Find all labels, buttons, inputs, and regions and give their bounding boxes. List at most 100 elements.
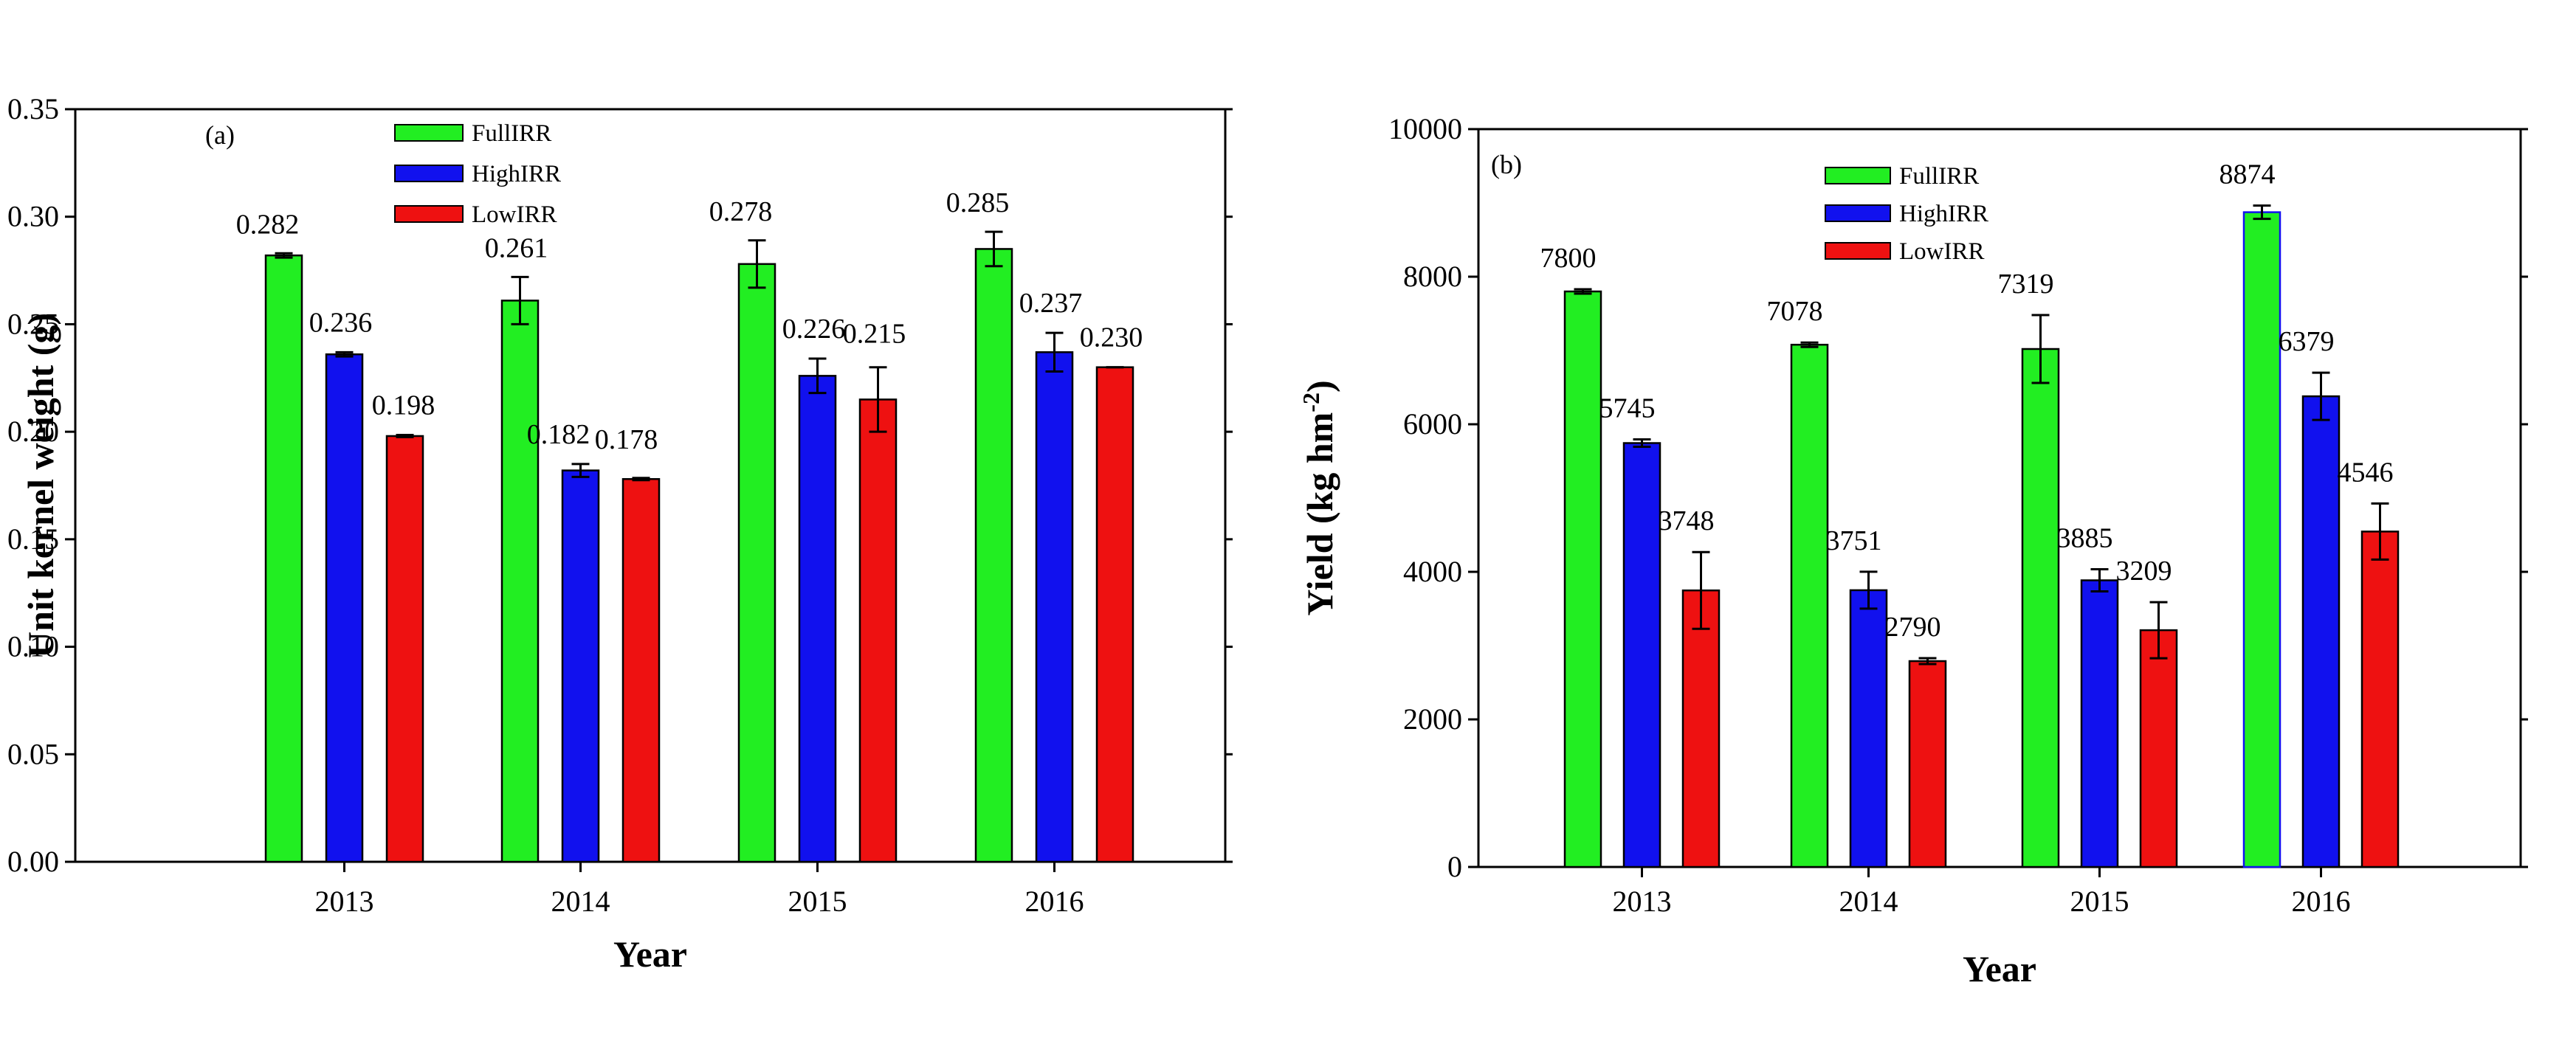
bar <box>1790 343 1829 868</box>
error-bar <box>1045 331 1064 373</box>
error-bar <box>396 434 414 438</box>
bar <box>1908 660 1947 868</box>
bar <box>1095 366 1134 863</box>
bar <box>2139 629 2178 868</box>
y-axis-title-main: Unit kernel weight (g) <box>20 313 61 658</box>
y-tick-label: 0.15 <box>7 522 59 556</box>
bar <box>974 248 1013 863</box>
error-bar <box>632 477 650 482</box>
data-label: 0.236 <box>309 307 373 338</box>
y-tick-label: 6000 <box>1403 407 1462 440</box>
bar <box>264 254 303 863</box>
data-label: 3885 <box>2057 523 2113 554</box>
y-tick-label: 8000 <box>1403 260 1462 293</box>
plot-frame <box>1477 128 2522 868</box>
bar <box>500 300 540 863</box>
data-label: 8874 <box>2219 159 2276 190</box>
y-tick-label: 0.10 <box>7 630 59 663</box>
error-bar <box>748 239 766 289</box>
data-label: 3748 <box>1659 505 1715 536</box>
error-bar <box>2312 371 2330 421</box>
legend-label: FullIRR <box>1899 163 1979 190</box>
data-label: 0.282 <box>236 209 300 240</box>
data-label: 0.261 <box>485 232 548 263</box>
data-label: 3209 <box>2116 556 2172 587</box>
data-label: 3751 <box>1826 525 1882 556</box>
y-axis-title: Yield (kg hm-2) <box>1298 380 1340 615</box>
x-tick-label: 2013 <box>315 885 374 918</box>
y-tick-label: 0.05 <box>7 737 59 770</box>
y-axis-title-main: Yield (kg hm <box>1299 412 1340 616</box>
legend-label: FullIRR <box>472 120 551 147</box>
error-bar <box>869 366 887 433</box>
bar <box>1622 442 1661 868</box>
y-tick-label: 2000 <box>1403 702 1462 736</box>
legend-label: HighIRR <box>1899 201 1988 227</box>
data-label: 2790 <box>1885 612 1941 643</box>
x-axis-title: Year <box>613 933 687 975</box>
error-bar <box>1574 288 1592 295</box>
data-label: 0.278 <box>709 196 773 227</box>
error-bar <box>275 252 293 259</box>
bar <box>1849 589 1888 868</box>
error-bar <box>1800 341 1819 348</box>
bar <box>1035 351 1074 863</box>
data-label: 0.215 <box>843 319 906 350</box>
y-tick-label: 0.30 <box>7 200 59 233</box>
data-label: 5745 <box>1599 393 1656 424</box>
data-label: 0.230 <box>1080 322 1143 353</box>
bar <box>561 469 600 863</box>
bar <box>2360 531 2400 868</box>
panel-label: (a) <box>205 120 235 150</box>
bar <box>1681 589 1721 868</box>
data-label: 7800 <box>1540 243 1597 274</box>
bar <box>858 398 898 863</box>
bar <box>385 435 424 863</box>
chart-panel-a: 0.00 0.05 0.10 0.15 0.20 0.25 0.30 0.35 2013 2014… <box>7 92 1233 975</box>
y-axis-title-superscript: -2 <box>1298 393 1324 412</box>
bar <box>798 375 837 863</box>
x-tick-label: 2015 <box>788 885 847 918</box>
legend-swatch <box>1825 167 1891 184</box>
error-bar <box>1633 438 1651 448</box>
x-tick-label: 2016 <box>2292 885 2351 918</box>
bar <box>2242 211 2281 868</box>
data-label: 0.237 <box>1019 288 1083 319</box>
legend-swatch <box>1825 204 1891 222</box>
chart-b-group: 0 2000 4000 6000 8000 10000 2013 2014 2015 2016 78… <box>1298 112 2528 989</box>
bar <box>2021 348 2060 868</box>
bar <box>2080 579 2119 868</box>
y-tick-label: 4000 <box>1403 555 1462 588</box>
y-axis-title-suffix: ) <box>1299 380 1340 393</box>
legend-label: HighIRR <box>472 161 561 187</box>
legend-swatch <box>1825 242 1891 260</box>
x-axis-title: Year <box>1963 948 2036 989</box>
error-bar <box>2149 601 2168 660</box>
y-axis-title: Unit kernel weight (g) <box>20 313 61 658</box>
y-tick-label: 0.35 <box>7 92 59 125</box>
legend-swatch <box>394 124 464 142</box>
y-tick-label: 0.00 <box>7 845 59 878</box>
x-tick-label: 2014 <box>1839 885 1898 918</box>
data-label: 7078 <box>1767 296 1823 327</box>
data-label: 0.182 <box>527 419 590 450</box>
error-bar <box>1859 570 1878 610</box>
data-label: 7319 <box>1998 269 2054 300</box>
error-bar <box>2253 204 2271 221</box>
data-label: 0.198 <box>372 390 435 421</box>
error-bar <box>985 230 1003 268</box>
chart-b-svg: 0 2000 4000 6000 8000 10000 2013 2014 2015 2016 78… <box>1298 112 2528 989</box>
x-tick-label: 2015 <box>2070 885 2129 918</box>
y-tick-label: 0 <box>1447 850 1462 883</box>
data-label: 4546 <box>2338 457 2394 488</box>
y-tick-label: 0.25 <box>7 307 59 340</box>
bar <box>737 263 776 863</box>
bar <box>325 353 364 863</box>
error-bar <box>1918 657 1937 666</box>
error-bar <box>2371 502 2389 561</box>
bar <box>1563 290 1602 868</box>
data-label: 0.226 <box>782 314 846 345</box>
error-bar <box>2090 568 2109 592</box>
legend-swatch <box>394 165 464 182</box>
data-label: 0.178 <box>595 424 658 455</box>
